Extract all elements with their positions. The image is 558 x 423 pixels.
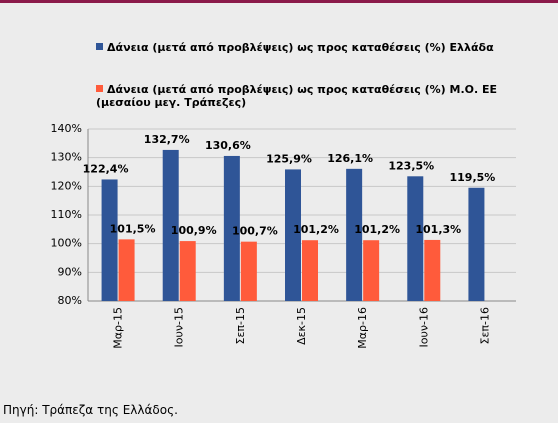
data-label: 123,5% <box>388 159 434 172</box>
x-tick-label: Ιουν-16 <box>417 307 430 347</box>
data-label: 100,7% <box>232 225 278 238</box>
legend-swatch <box>96 43 103 50</box>
data-label: 132,7% <box>144 133 190 146</box>
y-tick-label: 130% <box>51 151 82 164</box>
plot: 80% 90% 100% 110% 120% 130% 140% Μαρ-15 122,4% 10… <box>51 122 516 349</box>
y-tick-label: 80% <box>58 294 82 307</box>
bar <box>162 149 179 301</box>
legend-entry: Δάνεια (μετά από προβλέψεις) ως προς κατ… <box>96 41 516 54</box>
bar <box>363 240 380 301</box>
legend-label: Δάνεια (μετά από προβλέψεις) ως προς κατ… <box>107 41 494 54</box>
bar <box>118 239 135 301</box>
data-label: 126,1% <box>327 152 373 165</box>
y-tick-label: 100% <box>51 237 82 250</box>
data-label: 101,5% <box>110 222 156 235</box>
x-tick-label: Ιουν-15 <box>173 307 186 347</box>
bar <box>468 187 485 301</box>
bar <box>424 239 441 301</box>
data-label: 101,2% <box>293 223 339 236</box>
data-label: 122,4% <box>83 162 129 175</box>
data-label: 100,9% <box>171 224 217 237</box>
data-label: 130,6% <box>205 139 251 152</box>
legend-label: Δάνεια (μετά από προβλέψεις) ως προς κατ… <box>96 83 498 109</box>
y-tick-label: 120% <box>51 179 82 192</box>
bar <box>240 241 257 301</box>
legend-entry: Δάνεια (μετά από προβλέψεις) ως προς κατ… <box>96 83 516 109</box>
x-tick-label: Σεπ-15 <box>234 307 247 345</box>
legend-swatch <box>96 85 103 92</box>
bar <box>302 240 318 301</box>
y-tick-label: 110% <box>51 208 82 221</box>
bar <box>407 176 424 301</box>
x-tick-label: Σεπ-16 <box>478 307 491 345</box>
data-label: 125,9% <box>266 152 312 165</box>
data-label: 101,3% <box>415 223 461 236</box>
x-tick-label: Δεκ-15 <box>295 307 308 345</box>
x-tick-label: Μαρ-15 <box>112 307 125 349</box>
x-tick-label: Μαρ-16 <box>356 307 369 349</box>
source-note: Πηγή: Τράπεζα της Ελλάδος. <box>3 403 178 417</box>
y-tick-label: 140% <box>51 122 82 135</box>
bar <box>346 168 363 301</box>
y-tick-label: 90% <box>58 265 82 278</box>
data-label: 101,2% <box>354 223 400 236</box>
bar <box>223 155 240 301</box>
bar <box>285 169 301 301</box>
bar <box>101 179 118 301</box>
data-label: 119,5% <box>450 171 496 184</box>
bar <box>179 241 196 301</box>
